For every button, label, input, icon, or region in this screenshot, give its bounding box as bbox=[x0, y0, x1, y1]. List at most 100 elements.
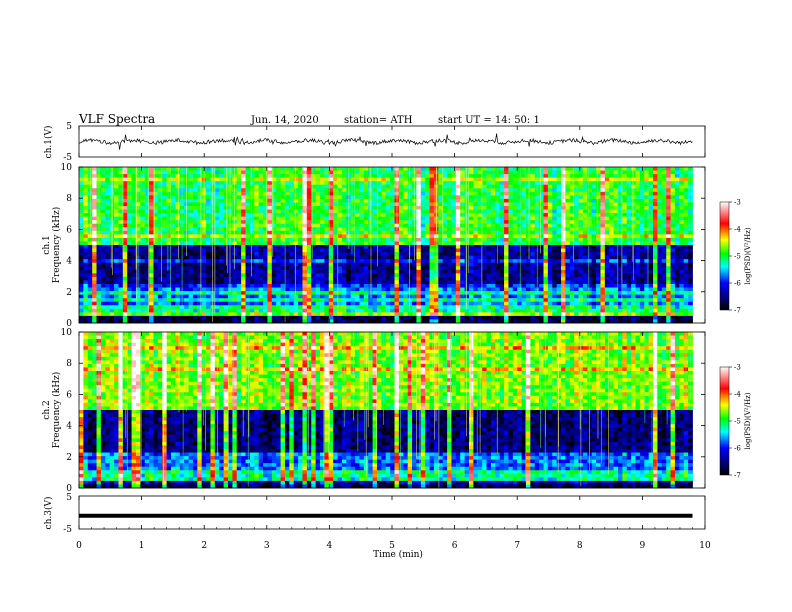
spec1-cell bbox=[504, 213, 509, 218]
spec1-cell bbox=[315, 206, 321, 210]
spec1-cell bbox=[644, 184, 650, 189]
spec1-cell bbox=[372, 284, 378, 288]
spec1-cell bbox=[311, 248, 317, 253]
spec1-cell bbox=[416, 170, 422, 175]
spec1-cell bbox=[455, 255, 461, 260]
spec1-cell bbox=[547, 234, 553, 239]
spec1-cell bbox=[670, 284, 676, 288]
spec1-cell bbox=[127, 266, 132, 271]
spec1-cell bbox=[517, 209, 522, 214]
spec1-cell bbox=[578, 230, 584, 235]
spec1-cell bbox=[530, 262, 536, 267]
spec1-cell bbox=[469, 287, 474, 292]
spec1-cell bbox=[87, 248, 93, 253]
spec1-cell bbox=[565, 262, 571, 267]
spec1-cell bbox=[403, 262, 409, 267]
spec1-cell bbox=[166, 202, 172, 207]
spec1-cell bbox=[521, 177, 527, 182]
spec1-cell bbox=[661, 262, 667, 267]
spec1-cell bbox=[412, 291, 417, 296]
spec1-cell bbox=[600, 195, 606, 200]
spec1-cell bbox=[381, 284, 387, 288]
spec1-cell bbox=[451, 206, 457, 210]
spec1-cell bbox=[543, 266, 549, 271]
spec1-cell bbox=[495, 287, 501, 292]
spec1-cell bbox=[486, 216, 492, 221]
spec1-cell bbox=[613, 167, 619, 171]
spec1-cell bbox=[442, 291, 448, 296]
spec1-cell bbox=[271, 245, 277, 249]
spec1-cell bbox=[341, 276, 347, 281]
spec1-cell bbox=[617, 174, 623, 179]
spec1-cell bbox=[447, 230, 452, 235]
spec1-cell bbox=[587, 287, 593, 292]
spec1-cell bbox=[87, 234, 93, 239]
spec1-cell bbox=[122, 241, 128, 246]
spec1-cell bbox=[245, 174, 251, 179]
spec1-cell bbox=[688, 209, 693, 214]
spec1-cell bbox=[495, 276, 501, 281]
spec1-cell bbox=[188, 184, 194, 189]
spec1-cell bbox=[324, 237, 330, 242]
spec1-cell bbox=[100, 220, 106, 225]
spec1-cell bbox=[162, 276, 168, 281]
spec1-cell bbox=[157, 291, 163, 296]
spec1-cell bbox=[227, 195, 233, 200]
spec1-cell bbox=[591, 195, 597, 200]
spec1-cell bbox=[324, 227, 330, 232]
spec1-cell bbox=[227, 170, 233, 175]
spec1-cell bbox=[105, 191, 111, 196]
spec1-cell bbox=[398, 252, 404, 257]
spec1-cell bbox=[105, 202, 111, 207]
spec1-cell bbox=[547, 213, 553, 218]
spec1-cell bbox=[582, 167, 588, 171]
spec1-cell bbox=[447, 262, 452, 267]
spec1-cell bbox=[521, 245, 527, 249]
spec1-cell bbox=[442, 213, 448, 218]
spec1-cell bbox=[464, 206, 470, 210]
spec1-cell bbox=[416, 206, 422, 210]
spec1-cell bbox=[355, 216, 360, 221]
spec1-cell bbox=[591, 216, 597, 221]
spec1-cell bbox=[657, 234, 663, 239]
spec1-cell bbox=[464, 255, 470, 260]
spec1-cell bbox=[263, 216, 268, 221]
spec1-cell bbox=[315, 216, 321, 221]
spec1-cell bbox=[184, 255, 189, 260]
spec1-cell bbox=[171, 209, 176, 214]
spec1-cell bbox=[547, 241, 553, 246]
spec1-cell bbox=[469, 198, 474, 203]
spec1-cell bbox=[679, 252, 685, 257]
spec1-cell bbox=[324, 287, 330, 292]
spec1-cell bbox=[376, 245, 382, 249]
spec1-cell bbox=[635, 245, 641, 249]
spec1-cell bbox=[245, 273, 251, 278]
spec1-cell bbox=[376, 188, 382, 193]
spec1-cell bbox=[674, 223, 680, 228]
spec1-cell bbox=[604, 266, 610, 271]
spec1-cell bbox=[87, 195, 93, 200]
spec1-cell bbox=[280, 177, 286, 182]
header-station: station= ATH bbox=[344, 115, 413, 126]
spec1-cell bbox=[451, 181, 457, 186]
spec1-cell bbox=[140, 184, 146, 189]
spec1-cell bbox=[622, 216, 628, 221]
spec1-cell bbox=[254, 234, 260, 239]
spec1-cell bbox=[79, 174, 84, 179]
spec1-cell bbox=[171, 237, 176, 242]
spec1-cell bbox=[376, 266, 382, 271]
spec1-cell bbox=[144, 223, 150, 228]
spec1-cell bbox=[363, 220, 369, 225]
spec1-cell bbox=[429, 230, 435, 235]
spec1-cell bbox=[390, 259, 395, 264]
spec1-cell bbox=[661, 184, 667, 189]
spec1-cell bbox=[398, 184, 404, 189]
spec1-cell bbox=[105, 273, 111, 278]
spec1-cell bbox=[258, 248, 264, 253]
spec1-cell bbox=[420, 184, 426, 189]
spec1-cell bbox=[381, 227, 387, 232]
spec1-cell bbox=[644, 248, 650, 253]
spec1-cell bbox=[455, 198, 461, 203]
spec1-cell bbox=[666, 188, 671, 193]
